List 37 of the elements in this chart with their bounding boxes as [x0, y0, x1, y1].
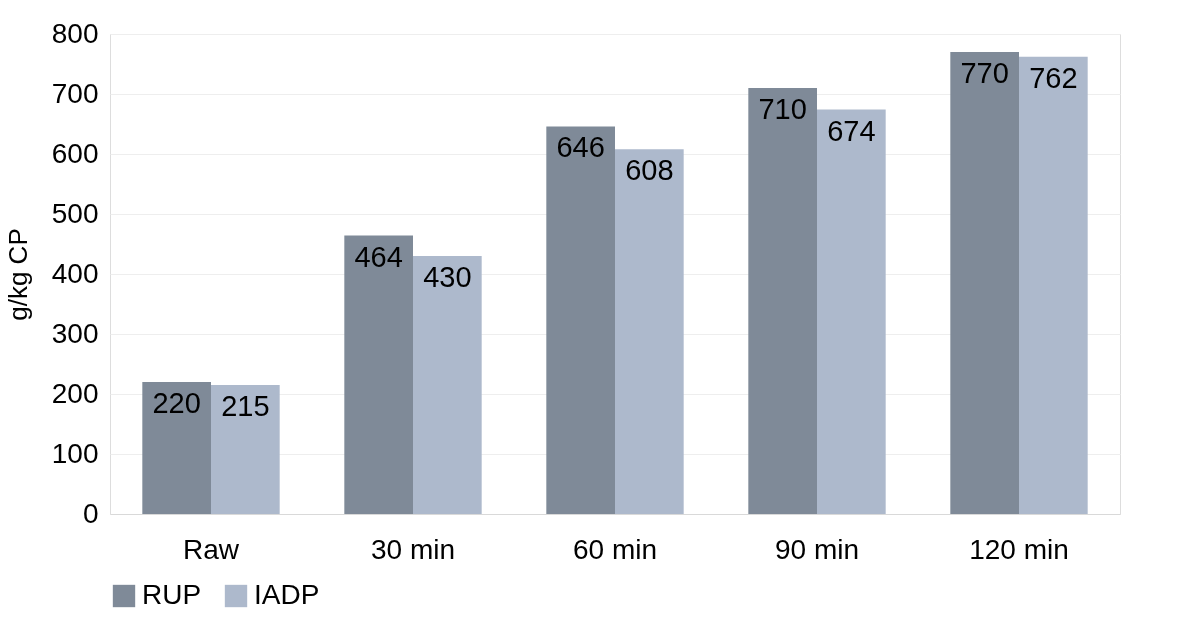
bar	[950, 52, 1019, 514]
y-tick-label: 400	[51, 257, 99, 289]
bar	[344, 235, 413, 514]
x-tick-label: 30 min	[370, 533, 456, 565]
data-label: 608	[625, 154, 674, 187]
data-label: 710	[758, 93, 807, 125]
data-label: 220	[152, 387, 201, 419]
bar	[211, 385, 280, 514]
data-label: 430	[423, 261, 472, 293]
y-tick-label: 200	[51, 377, 99, 409]
bar	[817, 109, 886, 514]
bar	[142, 382, 211, 514]
x-tick-label: 90 min	[774, 533, 860, 565]
y-tick-label: 700	[51, 77, 99, 109]
legend-label: RUP	[142, 579, 202, 610]
x-tick-label: 60 min	[572, 533, 658, 565]
bar	[546, 126, 615, 514]
y-axis-title: g/kg CP	[2, 228, 33, 321]
data-label: 646	[556, 131, 605, 164]
y-tick-label: 100	[51, 437, 99, 469]
legend-label: IADP	[254, 579, 320, 610]
x-tick-label: 120 min	[969, 533, 1069, 565]
y-tick-label: 300	[51, 317, 99, 349]
y-tick-label: 600	[51, 137, 99, 169]
bar	[413, 256, 482, 514]
data-label: 464	[354, 240, 403, 273]
data-label: 770	[960, 57, 1009, 89]
bar	[615, 149, 684, 514]
y-tick-label: 800	[51, 17, 99, 49]
bar	[748, 88, 817, 514]
data-label: 674	[827, 114, 876, 147]
bar	[1019, 56, 1088, 514]
data-label: 215	[221, 390, 270, 422]
y-tick-label: 500	[51, 197, 99, 229]
data-label: 762	[1029, 61, 1078, 94]
y-tick-label: 0	[82, 497, 99, 529]
x-tick-label: Raw	[182, 533, 240, 565]
